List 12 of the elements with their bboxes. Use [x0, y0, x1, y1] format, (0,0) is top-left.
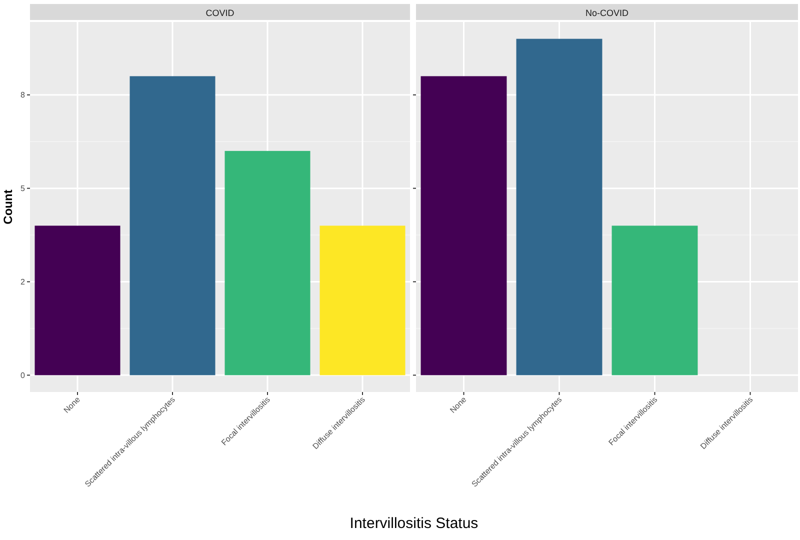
bar — [130, 76, 216, 376]
chart-title: COVID — [206, 8, 235, 18]
bar — [320, 226, 406, 376]
y-tick-label: 2 — [20, 278, 26, 287]
bar — [34, 226, 120, 376]
y-tick-label: 8 — [20, 90, 26, 100]
chart-title: No-COVID — [585, 8, 629, 18]
bar — [224, 150, 310, 376]
x-axis-title: Intervillositis Status — [350, 515, 478, 532]
y-axis-title: Count — [1, 190, 15, 224]
y-tick-label: 5 — [20, 184, 26, 194]
y-tick-label: 0 — [20, 370, 26, 380]
